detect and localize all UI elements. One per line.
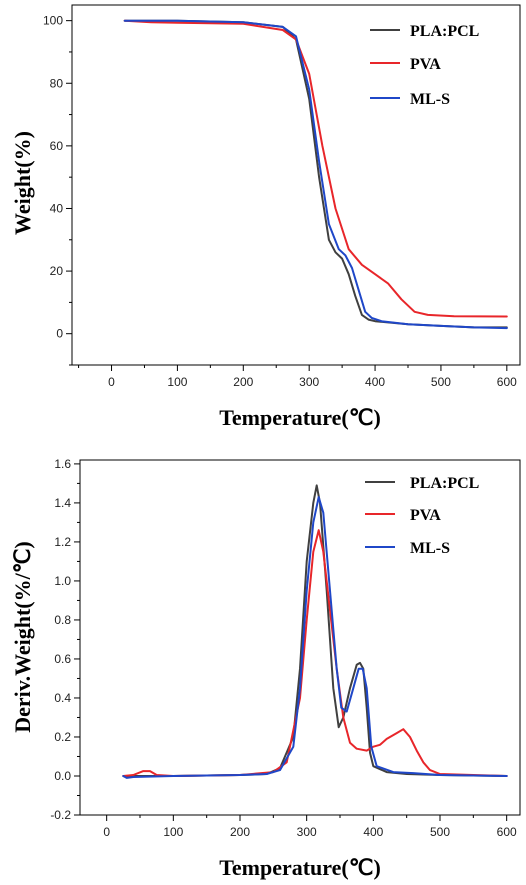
- legend-label: PVA: [410, 507, 441, 524]
- y-tick-label: 0.2: [54, 730, 71, 744]
- plot-frame: [79, 459, 521, 816]
- y-tick-label: 1.6: [54, 457, 71, 471]
- y-tick-label: 20: [50, 264, 64, 278]
- x-axis-title: Temperature(℃): [219, 855, 381, 880]
- chart-panel-1: 0 100 200 300 400 500 600 0 20 40 60 80 100 PLA:PCL PV…: [10, 4, 521, 430]
- legend-label: PLA:PCL: [410, 475, 479, 492]
- series-line-ml-s: [123, 19, 508, 330]
- x-tick-label: 200: [233, 375, 253, 389]
- x-tick-label: 400: [363, 825, 383, 839]
- x-tick-label: 500: [430, 825, 450, 839]
- y-tick-label: 0.4: [54, 691, 71, 705]
- y-tick-label: 40: [50, 201, 64, 215]
- y-axis-title: Deriv.Weight(%/℃): [10, 541, 35, 733]
- x-tick-label: 600: [497, 825, 517, 839]
- x-tick-label: 300: [299, 375, 319, 389]
- legend-label: PLA:PCL: [410, 23, 479, 40]
- x-tick-label: 100: [163, 825, 183, 839]
- y-tick-label: -0.2: [50, 808, 71, 822]
- legend-label: PVA: [410, 56, 441, 73]
- x-tick-label: 600: [497, 375, 517, 389]
- x-tick-label: 100: [167, 375, 187, 389]
- legend-label: ML-S: [410, 91, 450, 108]
- y-tick-label: 60: [50, 139, 64, 153]
- series-line-ml-s: [122, 496, 508, 779]
- y-tick-label: 80: [50, 76, 64, 90]
- x-axis-title: Temperature(℃): [219, 405, 381, 430]
- y-tick-label: 0.6: [54, 652, 71, 666]
- y-tick-label: 100: [43, 14, 63, 28]
- series-line-pva: [122, 529, 508, 777]
- x-tick-label: 0: [103, 825, 110, 839]
- x-tick-label: 500: [431, 375, 451, 389]
- legend-label: ML-S: [410, 540, 450, 557]
- x-tick-label: 300: [297, 825, 317, 839]
- y-tick-label: 0.8: [54, 613, 71, 627]
- x-tick-label: 200: [230, 825, 250, 839]
- y-tick-label: 1.0: [54, 574, 71, 588]
- y-tick-label: 0.0: [54, 769, 71, 783]
- x-tick-label: 400: [365, 375, 385, 389]
- series-line-pla-pcl: [122, 484, 508, 778]
- plot-frame: [71, 4, 521, 366]
- y-tick-label: 0: [56, 327, 63, 341]
- series-line-pla-pcl: [123, 19, 508, 329]
- x-tick-label: 0: [108, 375, 115, 389]
- y-tick-label: 1.2: [54, 535, 71, 549]
- series-line-pva: [123, 19, 508, 318]
- y-tick-label: 1.4: [54, 496, 71, 510]
- y-axis-title: Weight(%): [10, 131, 35, 235]
- chart-panel-2: 0 100 200 300 400 500 600 -0.2 0.0 0.2 0.4 0.6 0.8 1.…: [10, 457, 521, 880]
